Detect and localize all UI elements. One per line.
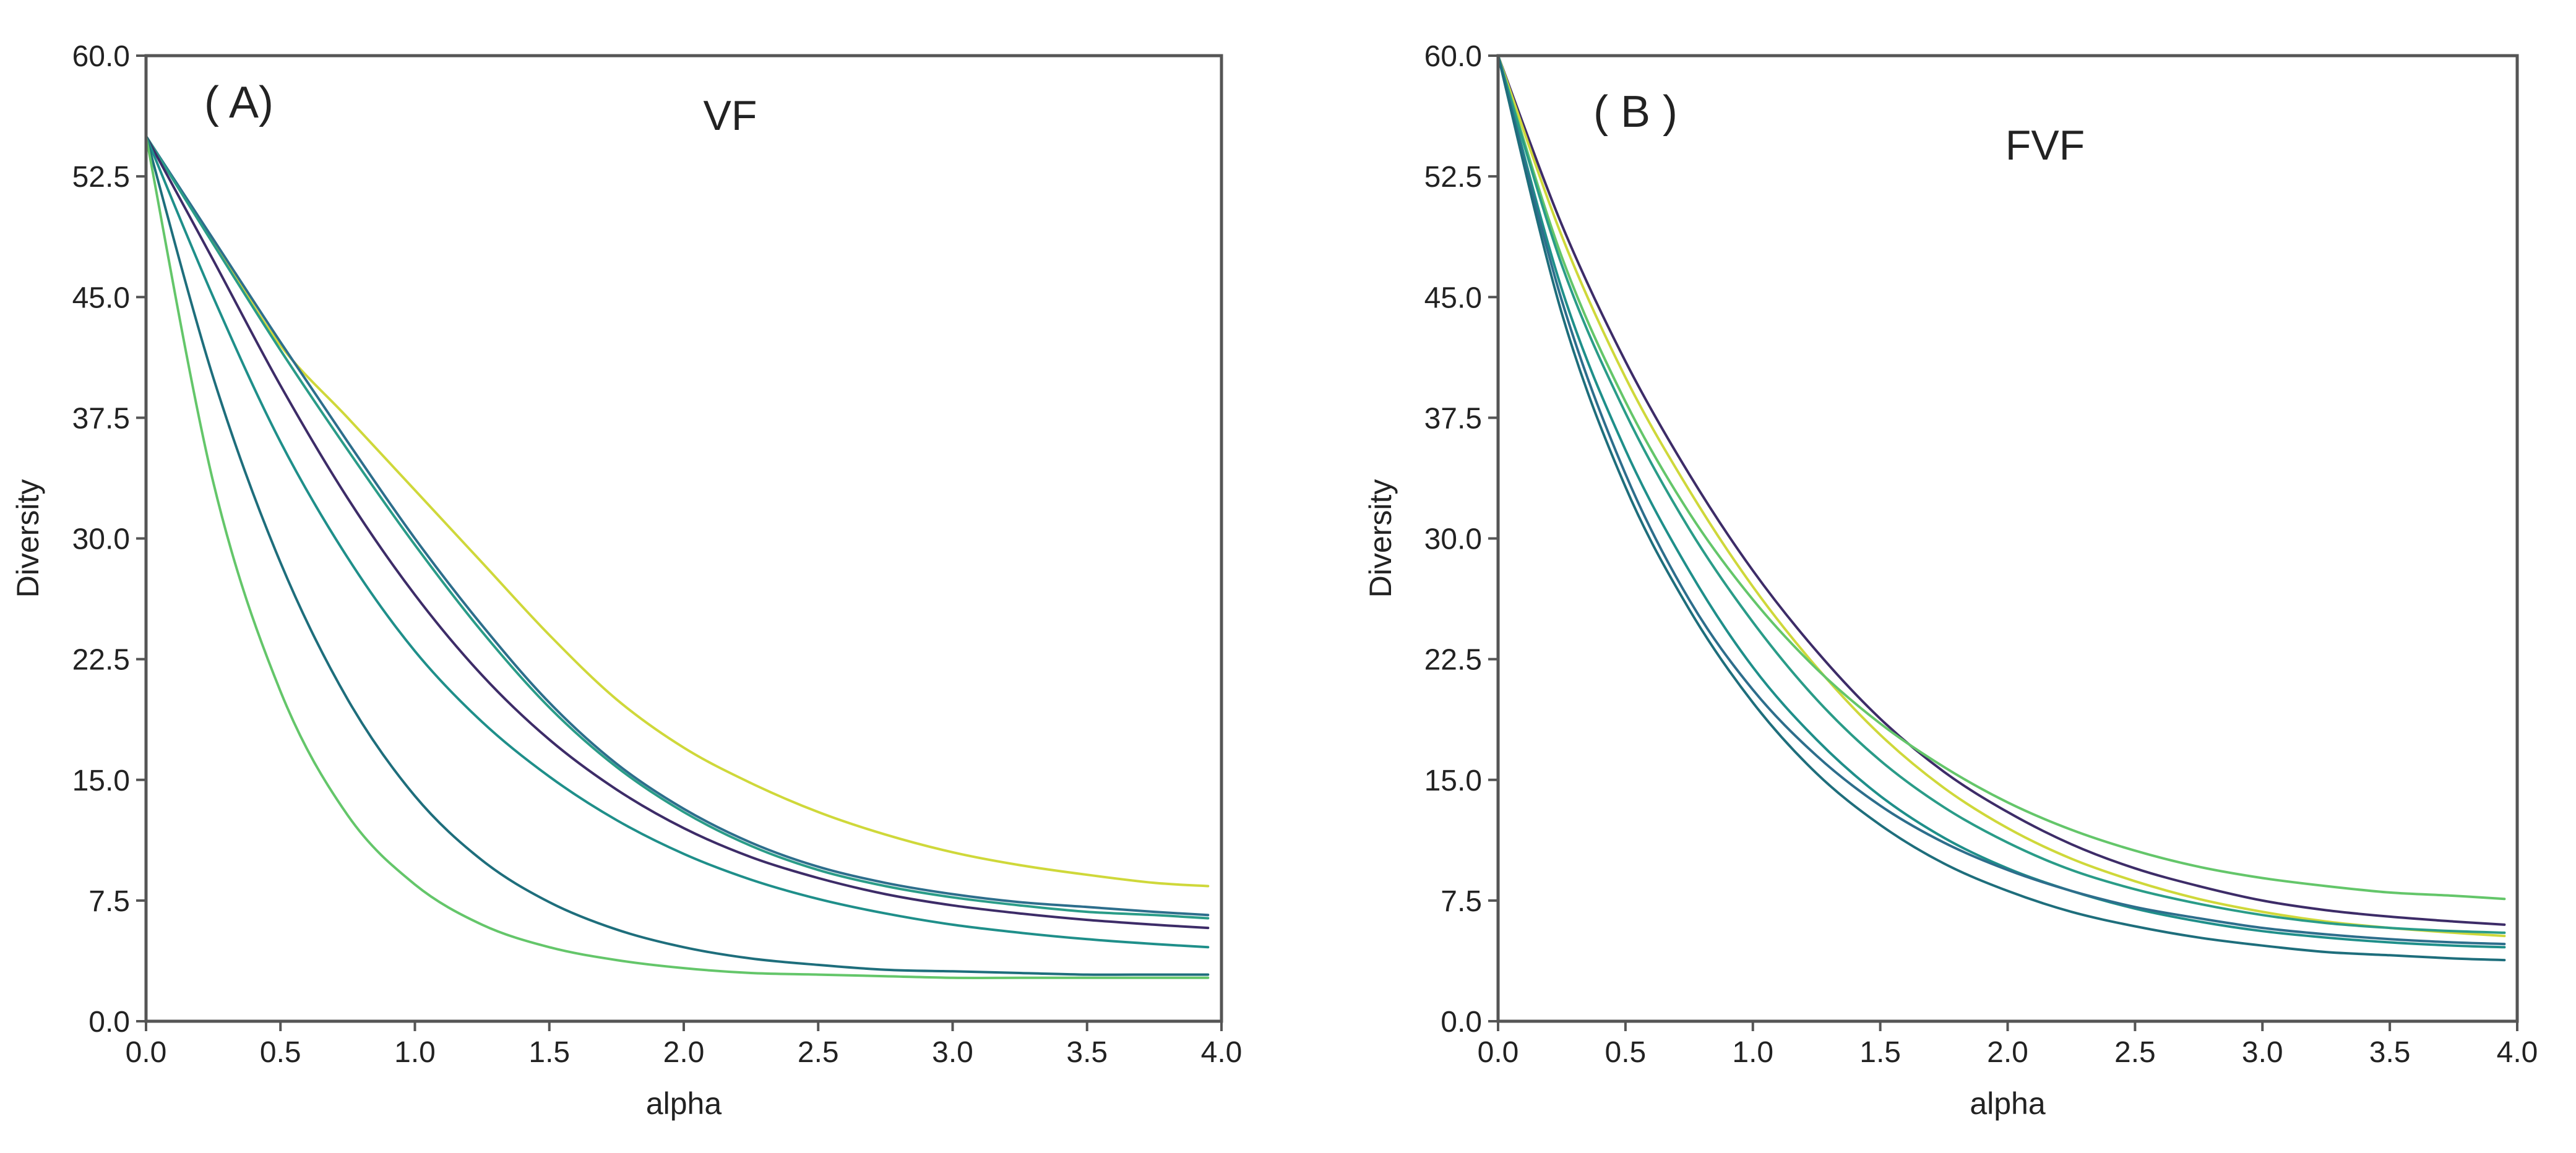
x-tick-label: 3.5: [1066, 1036, 1108, 1069]
y-tick-label: 15.0: [72, 765, 130, 797]
series-line-5: [145, 135, 1210, 949]
series-line-2: [145, 135, 1210, 917]
y-tick-label: 45.0: [1424, 281, 1482, 314]
y-tick-label: 37.5: [1424, 402, 1482, 435]
x-tick-label: 3.0: [932, 1036, 973, 1069]
series-line-6: [145, 135, 1210, 976]
y-tick-label: 22.5: [72, 644, 130, 677]
chart-panel-b: 0.0 0.5 1.0 1.5 2.0 2.5 3.0 3.5 4.0 0.0 7.5 15.0 22.…: [1363, 40, 2538, 1121]
series-line-6: [1497, 54, 2506, 946]
y-tick-label: 45.0: [72, 281, 130, 314]
series-line-4: [1497, 54, 2506, 934]
y-tick-label: 60.0: [1424, 40, 1482, 73]
series-group: [1497, 54, 2506, 962]
x-tick-label: 2.5: [798, 1036, 839, 1069]
y-tick-label: 7.5: [1441, 885, 1482, 918]
series-line-7: [1497, 54, 2506, 962]
x-tick-label: 0.0: [1478, 1036, 1519, 1069]
chart-title: VF: [704, 92, 757, 139]
series-line-7: [145, 135, 1210, 979]
x-tick-label: 0.0: [126, 1036, 167, 1069]
y-tick-label: 60.0: [72, 40, 130, 73]
y-tick-label: 0.0: [88, 1006, 130, 1039]
x-tick-label: 0.5: [1605, 1036, 1647, 1069]
series-line-3: [1497, 54, 2506, 901]
series-line-5: [1497, 54, 2506, 949]
x-axis-label: alpha: [1970, 1086, 2046, 1121]
x-tick-label: 2.0: [1987, 1036, 2028, 1069]
x-tick-label: 2.0: [663, 1036, 705, 1069]
series-line-3: [145, 135, 1210, 920]
x-tick-label: 4.0: [1201, 1036, 1243, 1069]
y-tick-label: 22.5: [1424, 644, 1482, 677]
x-tick-label: 1.5: [528, 1036, 570, 1069]
y-axis-label: Diversity: [11, 479, 45, 598]
y-tick-label: 52.5: [1424, 161, 1482, 194]
series-line-2: [1497, 54, 2506, 938]
x-tick-label: 3.5: [2369, 1036, 2411, 1069]
x-tick-label: 1.0: [1732, 1036, 1773, 1069]
y-tick-label: 52.5: [72, 161, 130, 194]
chart-panel-a: 0.0 0.5 1.0 1.5 2.0 2.5 3.0 3.5 4.0 0.0 7.5 15.0 22.…: [11, 40, 1242, 1121]
panel-label: ( B ): [1593, 87, 1678, 137]
series-line-4: [145, 135, 1210, 930]
y-tick-label: 30.0: [72, 523, 130, 556]
y-tick-label: 0.0: [1441, 1006, 1482, 1039]
y-tick-label: 30.0: [1424, 523, 1482, 556]
x-tick-label: 1.5: [1859, 1036, 1901, 1069]
x-tick-label: 3.0: [2242, 1036, 2283, 1069]
x-tick-label: 2.5: [2114, 1036, 2156, 1069]
y-tick-label: 37.5: [72, 402, 130, 435]
x-tick-label: 4.0: [2497, 1036, 2538, 1069]
y-axis-label: Diversity: [1363, 479, 1398, 598]
x-axis-label: alpha: [646, 1086, 722, 1121]
y-tick-label: 7.5: [88, 885, 130, 918]
x-tick-label: 1.0: [394, 1036, 436, 1069]
series-line-1: [1497, 54, 2506, 926]
series-group: [145, 135, 1210, 979]
panel-label: ( A): [204, 78, 274, 127]
y-tick-label: 15.0: [1424, 765, 1482, 797]
x-tick-label: 0.5: [260, 1036, 301, 1069]
chart-title: FVF: [2005, 122, 2085, 169]
